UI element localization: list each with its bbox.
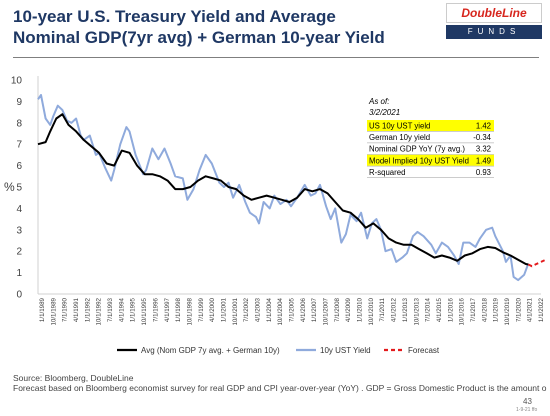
x-tick-label: 1/1/2004 — [266, 297, 273, 322]
x-tick-label: 4/1/2012 — [391, 297, 398, 322]
x-tick-label: 1/1/2013 — [402, 297, 409, 322]
x-tick-label: 7/1/2011 — [379, 297, 386, 321]
treasury-yield-chart: 0 1 2 3 4 5 6 7 8 9 10% 1/1/1989 10/1/1989 7/1/1990 4/… — [4, 76, 547, 355]
x-tick-label: 4/1/2000 — [209, 297, 216, 322]
y-tick-label: 9 — [16, 97, 22, 108]
x-tick-label: 1/1/2010 — [357, 297, 364, 322]
title-line-1: 10-year U.S. Treasury Yield and Average — [13, 7, 336, 26]
y-tick-label: 4 — [16, 204, 22, 215]
x-tick-label: 1/1/1989 — [39, 297, 46, 322]
x-tick-label: 4/1/2009 — [345, 297, 352, 322]
y-tick-label: 1 — [16, 268, 22, 279]
stats-row-highlight — [367, 154, 494, 166]
stats-row-label: US 10y UST yield — [369, 122, 430, 131]
stats-row-value: 1.42 — [476, 122, 491, 131]
stats-row-label: Nominal GDP YoY (7y avg.) — [369, 145, 465, 154]
doubleline-logo: DoubleLine FUNDS — [446, 3, 542, 41]
x-tick-label: 4/1/2021 — [527, 297, 534, 322]
x-tick-label: 7/1/2002 — [243, 297, 250, 322]
x-tick-label: 10/1/2004 — [277, 297, 284, 325]
x-tick-label: 1/1/1998 — [175, 297, 182, 322]
page-title: 10-year U.S. Treasury Yield and Average … — [13, 6, 433, 48]
x-tick-label: 7/1/2017 — [470, 297, 477, 322]
x-tick-label: 10/1/1998 — [186, 297, 193, 325]
x-tick-label: 1/1/2019 — [493, 297, 500, 322]
y-tick-label: 2 — [16, 247, 22, 258]
x-tick-label: 10/1/2010 — [368, 297, 375, 325]
x-tick-label: 7/1/1990 — [62, 297, 69, 322]
x-tick-label: 7/1/2020 — [515, 297, 522, 322]
x-tick-label: 10/1/2019 — [504, 297, 511, 325]
forecast-line — [527, 258, 547, 268]
x-tick-label: 10/1/1995 — [141, 297, 148, 325]
x-tick-label: 7/1/2014 — [425, 297, 432, 322]
x-tick-label: 4/1/2006 — [300, 297, 307, 322]
logo-funds-bar: FUNDS — [446, 25, 542, 39]
source-note: Source: Bloomberg, DoubleLine — [13, 373, 134, 383]
x-tick-label: 10/1/2001 — [232, 297, 239, 325]
y-axis-label: % — [4, 180, 15, 194]
stats-row-value: 0.93 — [476, 168, 491, 177]
x-tick-label: 10/1/1989 — [50, 297, 57, 325]
x-tick-label: 1/1/1995 — [130, 297, 137, 322]
x-tick-label: 1/1/2007 — [311, 297, 318, 322]
x-tick-label: 4/1/2003 — [254, 297, 261, 322]
x-tick-label: 1/1/1992 — [84, 297, 91, 322]
stats-row-value: -0.34 — [473, 133, 491, 142]
as-of-date: 3/2/2021 — [369, 108, 400, 117]
x-tick-label: 7/1/2005 — [289, 297, 296, 322]
title-divider — [13, 57, 539, 58]
y-tick-label: 5 — [16, 183, 22, 194]
y-tick-label: 6 — [16, 161, 22, 172]
stats-row-highlight — [367, 120, 494, 131]
x-tick-label: 7/1/1993 — [107, 297, 114, 322]
x-tick-label: 4/1/2018 — [481, 297, 488, 322]
legend-ust-label: 10y UST Yield — [320, 346, 371, 355]
x-tick-label: 7/1/1999 — [198, 297, 205, 322]
ust-yield-line — [37, 94, 530, 282]
avg-line — [37, 113, 529, 266]
x-tick-label: 4/1/2015 — [436, 297, 443, 322]
logo-wordmark: DoubleLine — [446, 3, 542, 23]
y-tick-label: 8 — [16, 118, 22, 129]
y-tick-label: 0 — [16, 290, 22, 301]
x-tick-label: 1/1/2001 — [220, 297, 227, 322]
legend-forecast-label: Forecast — [408, 346, 440, 355]
y-tick-label: 7 — [16, 140, 22, 151]
x-tick-label: 10/1/2013 — [413, 297, 420, 325]
x-tick-label: 10/1/1992 — [96, 297, 103, 325]
stats-row-value: 1.49 — [476, 156, 491, 165]
x-tick-label: 10/1/2007 — [323, 297, 330, 325]
legend-avg-label: Avg (Nom GDP 7y avg. + German 10y) — [141, 346, 280, 355]
stats-row-value: 3.32 — [476, 145, 491, 154]
stats-row-label: German 10y yield — [369, 133, 430, 142]
stats-row-label: R-squared — [369, 168, 405, 177]
stats-row-label: Model Implied 10y UST Yield — [369, 156, 469, 165]
x-tick-label: 4/1/1994 — [118, 297, 125, 322]
y-tick-label: 3 — [16, 225, 22, 236]
as-of-label: As of: — [368, 97, 389, 106]
x-tick-label: 1/1/2022 — [538, 297, 545, 322]
x-tick-label: 7/1/2008 — [334, 297, 341, 322]
x-tick-label: 4/1/1991 — [73, 297, 80, 322]
title-line-2: Nominal GDP(7yr avg) + German 10-year Yi… — [13, 28, 385, 47]
x-tick-label: 7/1/1996 — [152, 297, 159, 322]
forecast-note: Forecast based on Bloomberg economist su… — [13, 383, 547, 393]
page-number: 43 — [523, 397, 532, 406]
x-tick-label: 1/1/2016 — [447, 297, 454, 322]
y-tick-label: 10 — [11, 76, 23, 87]
x-tick-label: 4/1/1997 — [164, 297, 171, 322]
x-tick-label: 10/1/2016 — [459, 297, 466, 325]
document-code: 1-9-21 ffo — [516, 407, 538, 413]
